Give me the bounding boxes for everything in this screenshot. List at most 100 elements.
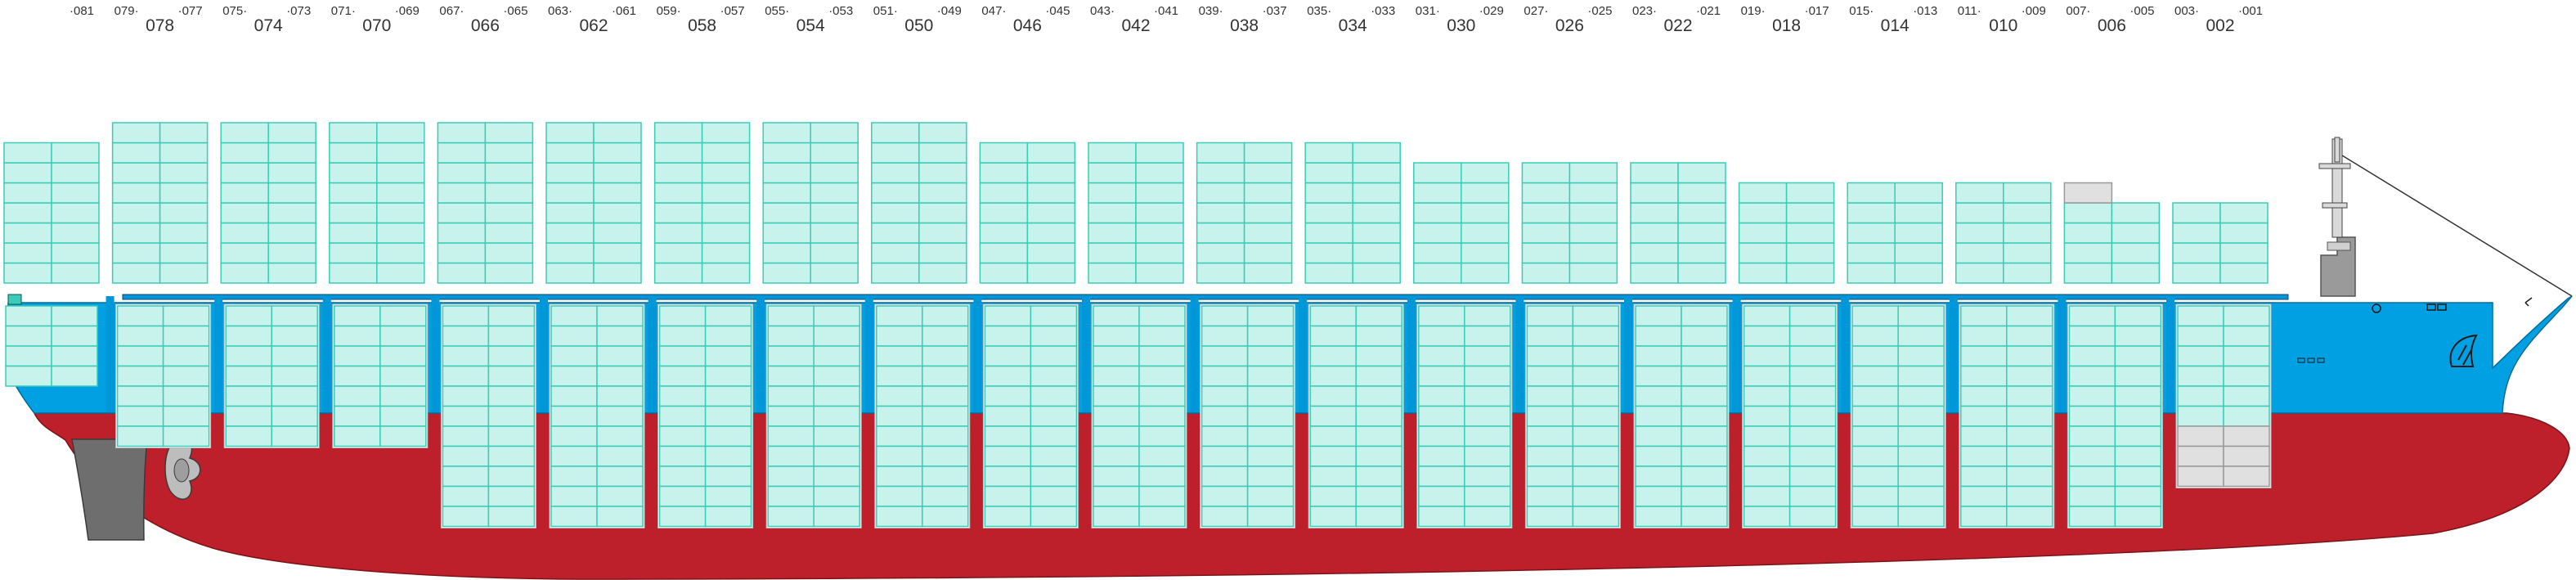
deck-container [1521, 162, 1571, 184]
bow-emblem-icon [2449, 334, 2478, 367]
hold-container [2223, 405, 2270, 427]
hold-container [1309, 385, 1357, 407]
deck-container [1243, 162, 1293, 184]
hold-container [116, 405, 164, 427]
deck-container [159, 222, 209, 244]
hold-container [767, 345, 815, 367]
hold-container [876, 325, 923, 347]
deck-container [1521, 242, 1571, 264]
bay-label-even: 038 [1230, 16, 1259, 35]
hold-container [2006, 425, 2053, 447]
deck-container [1677, 242, 1726, 264]
hold-container [1464, 345, 1511, 367]
deck-container [1088, 242, 1137, 264]
hold-container [162, 365, 210, 387]
deck-container [762, 202, 811, 224]
hold-container [1464, 305, 1511, 327]
hold-container [1572, 445, 1620, 467]
hold-container [596, 365, 644, 387]
deck-container [593, 202, 642, 224]
deck-container [593, 182, 642, 204]
hold-container [767, 385, 815, 407]
hold-container [334, 385, 381, 407]
hatch-coaming [973, 296, 982, 412]
deck-container [810, 262, 859, 284]
bay-label-aft: 055· [765, 4, 789, 18]
deck-container [220, 222, 269, 244]
hold-container [442, 305, 490, 327]
deck-container [1026, 142, 1076, 164]
deck-container [437, 162, 487, 184]
hold-container [5, 365, 52, 387]
bay-label-aft: 027· [1524, 4, 1548, 18]
deck-container [111, 182, 161, 204]
hold-container [1851, 345, 1899, 367]
hold-container [2223, 325, 2270, 347]
hold-container [1464, 485, 1511, 507]
hold-container [550, 425, 598, 447]
hold-container [1635, 425, 1682, 447]
hold-container [2177, 305, 2224, 327]
hold-container [1788, 345, 1837, 367]
deck-container [701, 162, 751, 184]
bay-label-aft: 039· [1199, 4, 1223, 18]
deck-container [1352, 242, 1401, 264]
bay-label-fwd: ·025 [1587, 4, 1612, 18]
hold-container [2006, 485, 2053, 507]
deck-container [329, 202, 378, 224]
hold-container [1635, 485, 1682, 507]
mast-platform [2322, 202, 2348, 209]
deck-container [701, 202, 751, 224]
hold-container [1635, 365, 1682, 387]
deck-container [1352, 202, 1401, 224]
deck-container [376, 182, 425, 204]
hold-container [379, 425, 427, 447]
hold-container [1246, 305, 1295, 327]
deck-container [2063, 242, 2113, 264]
hold-container [51, 325, 98, 347]
deck-container [1461, 162, 1510, 184]
hold-container [1030, 345, 1078, 367]
hold-container [704, 445, 752, 467]
hold-container [1960, 345, 2008, 367]
hold-container [1030, 445, 1078, 467]
deck-container [918, 242, 967, 264]
bay-label-even: 074 [254, 16, 283, 35]
bay-label-fwd: ·017 [1805, 4, 1829, 18]
deck-container [1568, 202, 1618, 224]
hold-container [876, 305, 923, 327]
deck-container [545, 162, 595, 184]
hold-container [1960, 405, 2008, 427]
deck-container [653, 182, 703, 204]
deck-container [1630, 262, 1679, 284]
deck-container [593, 122, 642, 144]
hatch-coaming [1624, 296, 1632, 412]
hold-container [1093, 365, 1140, 387]
hold-container [813, 405, 860, 427]
deck-container [1088, 262, 1137, 284]
deck-container [1196, 242, 1245, 264]
hold-container [2006, 405, 2053, 427]
hold-container [596, 445, 644, 467]
hatch-coaming [1190, 296, 1199, 412]
bay-label-aft: 035· [1307, 4, 1331, 18]
hold-container [1743, 325, 1791, 347]
hold-container [550, 506, 598, 528]
empty-hold-slot [2177, 465, 2224, 488]
hold-container [1418, 485, 1465, 507]
hold-container [658, 485, 707, 507]
hold-container [1681, 365, 1728, 387]
hold-container [596, 465, 644, 488]
hold-container [876, 385, 923, 407]
hold-container [1788, 425, 1837, 447]
hold-container [922, 405, 969, 427]
bay-label-fwd: ·037 [1263, 4, 1287, 18]
hold-container [1897, 345, 1945, 367]
deck-container [159, 262, 209, 284]
deck-container [2063, 262, 2113, 284]
hold-container [767, 506, 815, 528]
deck-container [1135, 242, 1184, 264]
hold-container [1138, 345, 1186, 367]
deck-container [1243, 142, 1293, 164]
